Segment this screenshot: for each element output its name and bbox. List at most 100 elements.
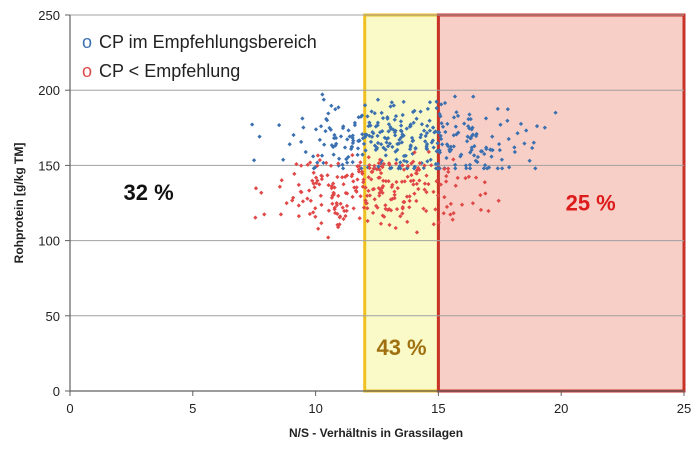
- data-point-series-0: [363, 148, 368, 153]
- data-point-series-1: [374, 167, 379, 172]
- data-point-series-1: [336, 193, 341, 198]
- data-point-series-1: [365, 218, 370, 224]
- data-point-series-0: [385, 144, 391, 149]
- data-point-series-0: [323, 128, 328, 134]
- data-point-series-0: [395, 147, 400, 152]
- data-point-series-1: [358, 194, 363, 199]
- data-point-series-1: [383, 179, 389, 184]
- data-point-series-0: [434, 149, 439, 154]
- data-point-series-0: [329, 103, 334, 108]
- data-point-series-0: [421, 128, 427, 133]
- data-point-series-1: [394, 179, 399, 185]
- highlight-regions: [363, 13, 686, 393]
- data-point-series-0: [392, 130, 397, 135]
- data-point-series-0: [478, 149, 484, 154]
- data-point-series-1: [299, 163, 304, 168]
- data-point-series-0: [378, 130, 383, 135]
- data-point-series-1: [253, 186, 259, 191]
- data-point-series-0: [355, 146, 361, 151]
- data-point-series-0: [381, 145, 386, 150]
- data-point-series-1: [326, 208, 332, 213]
- data-point-series-1: [379, 164, 385, 169]
- gridlines: [70, 14, 684, 317]
- data-point-series-1: [330, 193, 335, 198]
- data-point-series-1: [483, 191, 488, 196]
- data-point-series-1: [422, 163, 427, 168]
- data-point-series-1: [453, 183, 458, 188]
- data-point-series-1: [328, 163, 334, 168]
- data-point-series-0: [452, 162, 458, 167]
- data-point-series-0: [371, 131, 376, 136]
- data-point-series-0: [375, 140, 381, 146]
- data-point-series-1: [401, 167, 407, 172]
- data-point-series-1: [351, 179, 356, 184]
- data-point-series-0: [363, 132, 368, 137]
- data-point-series-0: [349, 144, 354, 149]
- data-point-series-1: [411, 159, 416, 164]
- data-point-series-1: [307, 188, 312, 193]
- data-point-series-1: [343, 174, 348, 179]
- data-point-series-1: [341, 182, 346, 187]
- data-point-series-1: [404, 194, 410, 199]
- data-point-series-1: [417, 161, 422, 166]
- data-point-series-1: [496, 198, 501, 203]
- data-point-series-0: [375, 133, 380, 138]
- data-point-series-1: [400, 211, 405, 216]
- data-point-series-1: [376, 185, 381, 191]
- data-point-series-0: [301, 125, 306, 130]
- data-point-series-1: [341, 216, 346, 222]
- data-point-series-1: [370, 169, 375, 175]
- data-point-series-0: [437, 166, 442, 171]
- data-point-series-0: [398, 128, 404, 133]
- data-point-series-0: [429, 140, 434, 145]
- data-point-series-1: [405, 219, 410, 224]
- data-point-series-1: [333, 210, 338, 216]
- data-point-series-1: [372, 163, 377, 168]
- data-point-series-1: [340, 205, 345, 210]
- data-point-series-0: [403, 153, 408, 158]
- data-point-series-0: [431, 145, 436, 150]
- data-point-series-0: [530, 145, 535, 151]
- data-point-series-0: [469, 147, 474, 153]
- data-point-series-0: [425, 159, 430, 164]
- data-point-series-1: [412, 191, 417, 196]
- data-point-series-1: [392, 189, 397, 194]
- data-point-series-0: [427, 128, 433, 133]
- data-point-series-0: [386, 129, 391, 134]
- data-point-series-0: [276, 122, 282, 128]
- data-point-series-1: [463, 175, 468, 181]
- data-point-series-0: [315, 160, 320, 165]
- data-point-series-1: [326, 235, 331, 240]
- data-point-series-1: [343, 190, 348, 196]
- data-point-series-0: [428, 157, 433, 162]
- data-point-series-1: [407, 198, 412, 203]
- data-point-series-1: [329, 185, 334, 191]
- data-point-series-1: [377, 157, 383, 162]
- data-point-series-0: [342, 145, 348, 150]
- data-point-series-0: [437, 148, 442, 153]
- data-point-series-1: [377, 193, 382, 198]
- data-point-series-1: [402, 179, 407, 184]
- data-point-series-0: [287, 142, 292, 147]
- data-point-series-1: [405, 163, 411, 168]
- data-point-series-0: [482, 162, 488, 168]
- data-point-series-1: [315, 178, 320, 183]
- x-tick-label-5: 5: [189, 401, 196, 416]
- data-point-series-1: [326, 182, 331, 188]
- data-point-series-0: [326, 111, 331, 116]
- data-point-series-1: [318, 193, 323, 198]
- data-point-series-1: [369, 177, 374, 182]
- data-point-series-0: [419, 132, 424, 137]
- data-point-series-1: [298, 189, 303, 194]
- data-point-series-0: [475, 159, 480, 165]
- data-point-series-0: [481, 166, 487, 171]
- data-point-series-1: [399, 179, 405, 184]
- legend-label-red: CP < Empfehlung: [99, 61, 240, 81]
- data-point-series-1: [407, 194, 412, 199]
- data-point-series-0: [350, 135, 355, 141]
- data-point-series-0: [424, 146, 429, 151]
- data-point-series-0: [250, 122, 255, 127]
- data-point-series-0: [387, 141, 393, 146]
- data-point-series-0: [531, 140, 536, 145]
- data-point-series-1: [352, 185, 357, 190]
